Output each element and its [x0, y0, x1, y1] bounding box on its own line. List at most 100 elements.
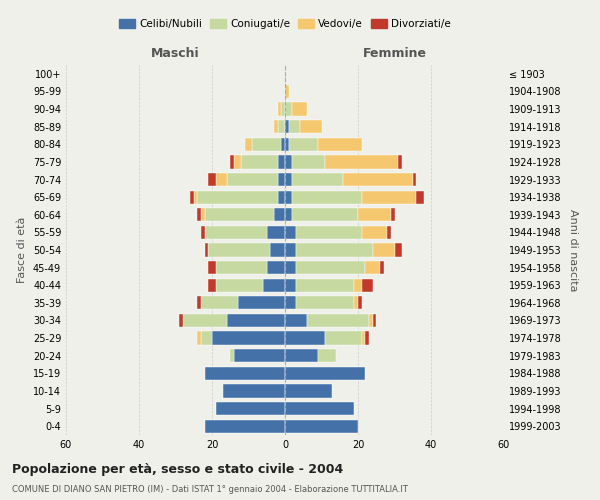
Bar [362, 278, 373, 292]
Bar [380, 261, 383, 274]
Bar [325, 332, 362, 344]
Bar [416, 190, 424, 204]
Bar [355, 278, 362, 292]
Bar [205, 244, 208, 256]
Bar [285, 120, 289, 134]
Text: Maschi: Maschi [151, 46, 200, 60]
Bar [387, 226, 391, 239]
Text: Femmine: Femmine [362, 46, 427, 60]
Bar [285, 208, 292, 222]
Bar [299, 120, 322, 134]
Bar [205, 420, 285, 433]
Bar [190, 190, 194, 204]
Bar [362, 190, 416, 204]
Bar [179, 314, 183, 327]
Bar [285, 85, 289, 98]
Bar [215, 278, 263, 292]
Bar [285, 102, 292, 116]
Bar [285, 296, 296, 310]
Bar [285, 261, 296, 274]
Bar [278, 190, 285, 204]
Bar [285, 244, 296, 256]
Bar [197, 296, 201, 310]
Bar [208, 278, 215, 292]
Bar [296, 296, 355, 310]
Bar [285, 402, 355, 415]
Bar [285, 190, 292, 204]
Bar [197, 190, 278, 204]
Bar [245, 138, 252, 151]
Bar [281, 102, 285, 116]
Bar [278, 102, 281, 116]
Bar [285, 332, 325, 344]
Bar [289, 138, 318, 151]
Bar [285, 156, 292, 168]
Bar [395, 244, 402, 256]
Bar [398, 156, 402, 168]
Text: COMUNE DI DIANO SAN PIETRO (IM) - Dati ISTAT 1° gennaio 2004 - Elaborazione TUTT: COMUNE DI DIANO SAN PIETRO (IM) - Dati I… [12, 485, 408, 494]
Bar [234, 156, 241, 168]
Bar [183, 314, 227, 327]
Bar [358, 296, 362, 310]
Bar [252, 138, 281, 151]
Bar [285, 420, 358, 433]
Text: Popolazione per età, sesso e stato civile - 2004: Popolazione per età, sesso e stato civil… [12, 462, 343, 475]
Bar [391, 208, 395, 222]
Bar [307, 314, 369, 327]
Bar [238, 296, 285, 310]
Bar [285, 349, 318, 362]
Bar [197, 332, 201, 344]
Bar [197, 208, 201, 222]
Bar [325, 156, 398, 168]
Bar [292, 208, 358, 222]
Bar [296, 226, 362, 239]
Bar [234, 349, 285, 362]
Bar [230, 349, 234, 362]
Bar [358, 208, 391, 222]
Bar [208, 244, 271, 256]
Bar [223, 384, 285, 398]
Bar [278, 173, 285, 186]
Bar [285, 173, 292, 186]
Bar [292, 173, 343, 186]
Bar [296, 261, 365, 274]
Bar [292, 190, 362, 204]
Bar [205, 208, 274, 222]
Bar [365, 261, 380, 274]
Bar [285, 226, 296, 239]
Bar [362, 332, 365, 344]
Bar [215, 173, 227, 186]
Bar [285, 138, 289, 151]
Bar [296, 278, 355, 292]
Bar [355, 296, 358, 310]
Bar [292, 102, 307, 116]
Bar [373, 244, 395, 256]
Bar [365, 332, 369, 344]
Bar [369, 314, 373, 327]
Bar [285, 366, 365, 380]
Legend: Celibi/Nubili, Coniugati/e, Vedovi/e, Divorziati/e: Celibi/Nubili, Coniugati/e, Vedovi/e, Di… [115, 14, 455, 34]
Bar [227, 314, 285, 327]
Bar [230, 156, 234, 168]
Bar [267, 261, 285, 274]
Bar [278, 156, 285, 168]
Bar [373, 314, 376, 327]
Bar [281, 138, 285, 151]
Bar [285, 278, 296, 292]
Bar [263, 278, 285, 292]
Bar [343, 173, 413, 186]
Bar [318, 349, 336, 362]
Bar [296, 244, 373, 256]
Bar [212, 332, 285, 344]
Bar [201, 332, 212, 344]
Bar [292, 156, 325, 168]
Bar [208, 173, 215, 186]
Bar [274, 208, 285, 222]
Bar [201, 208, 205, 222]
Y-axis label: Fasce di età: Fasce di età [17, 217, 27, 283]
Bar [201, 296, 238, 310]
Bar [241, 156, 278, 168]
Bar [413, 173, 416, 186]
Bar [278, 120, 285, 134]
Bar [267, 226, 285, 239]
